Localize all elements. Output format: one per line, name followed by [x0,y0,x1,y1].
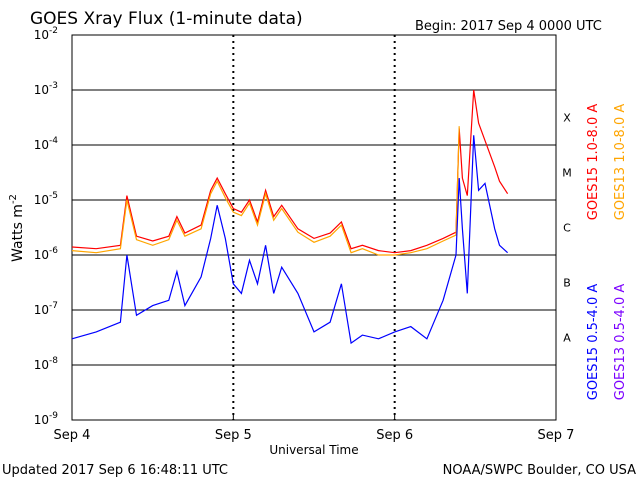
series-line [71,135,509,345]
y-axis-label-exp: -2 [8,194,19,204]
x-axis-ticks: Sep 4 Sep 5 Sep 6 Sep 7 [54,414,575,443]
y-axis-label: Watts m-2 [8,194,26,262]
flare-class-label: B [563,277,571,290]
y-tick-exp: -5 [49,191,58,201]
plot-frame [71,34,557,421]
y-tick-exp: -8 [49,356,58,366]
x-tick-label: Sep 6 [376,428,413,443]
y-tick-label: 10-7 [34,301,58,317]
y-tick-exp: -2 [49,26,58,36]
grid-lines [72,35,556,420]
x-tick-label: Sep 5 [215,428,252,443]
x-tick-label: Sep 4 [54,428,91,443]
legend-entry: GOES13 0.5-4.0 A [613,284,628,401]
y-tick-label: 10-2 [34,26,58,42]
legend-entry: GOES13 1.0-8.0 A [613,104,628,221]
flare-class-label: A [563,332,571,345]
flare-class-label: M [562,167,572,180]
legend-entry: GOES15 0.5-4.0 A [586,284,601,401]
flare-class-label: X [563,112,571,125]
flare-class-label: C [563,222,571,235]
legend-label: GOES13 1.0-8.0 A [613,104,628,221]
y-tick-label: 10-6 [34,246,59,262]
flare-class-labels: A B C M X [562,112,572,345]
series-lines [71,89,509,345]
svg-text:Watts m-2: Watts m-2 [8,194,26,262]
begin-time: Begin: 2017 Sep 4 0000 UTC [415,19,602,34]
y-tick-label: 10-5 [34,191,58,207]
x-axis-label: Universal Time [269,443,358,457]
y-tick-label: 10-9 [34,411,59,427]
credit-text: NOAA/SWPC Boulder, CO USA [443,463,636,478]
y-tick-exp: -3 [49,81,58,91]
legend: GOES15 1.0-8.0 A GOES13 1.0-8.0 A GOES15 0… [586,104,628,401]
y-axis-ticks: 10-9 10-8 10-7 10-6 10-5 10-4 10-3 10-2 [34,26,77,427]
series-line [71,126,460,256]
y-tick-exp: -7 [49,301,58,311]
legend-label: GOES15 0.5-4.0 A [586,284,601,401]
y-tick-exp: -4 [49,136,58,146]
updated-timestamp: Updated 2017 Sep 6 16:48:11 UTC [2,463,228,478]
chart-title: GOES Xray Flux (1-minute data) [30,9,303,29]
legend-label: GOES13 0.5-4.0 A [613,284,628,401]
y-tick-exp: -9 [49,411,58,421]
y-axis-label-main: Watts m [10,204,26,262]
y-tick-label: 10-4 [34,136,59,152]
series-line [71,89,509,254]
y-tick-label: 10-8 [34,356,59,372]
x-tick-label: Sep 7 [538,428,575,443]
y-tick-label: 10-3 [34,81,58,97]
y-tick-exp: -6 [49,246,58,256]
legend-entry: GOES15 1.0-8.0 A [586,104,601,221]
legend-label: GOES15 1.0-8.0 A [586,104,601,221]
